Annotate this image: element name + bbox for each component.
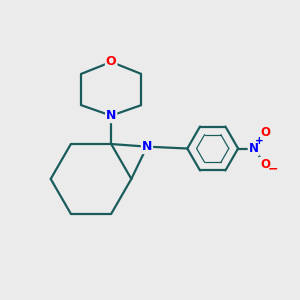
Text: O: O bbox=[260, 158, 270, 170]
Text: −: − bbox=[268, 162, 279, 175]
Text: +: + bbox=[255, 136, 264, 146]
Text: N: N bbox=[249, 142, 259, 155]
Text: O: O bbox=[106, 56, 116, 68]
Text: O: O bbox=[260, 127, 270, 140]
Text: N: N bbox=[142, 140, 152, 153]
Text: N: N bbox=[106, 109, 116, 122]
